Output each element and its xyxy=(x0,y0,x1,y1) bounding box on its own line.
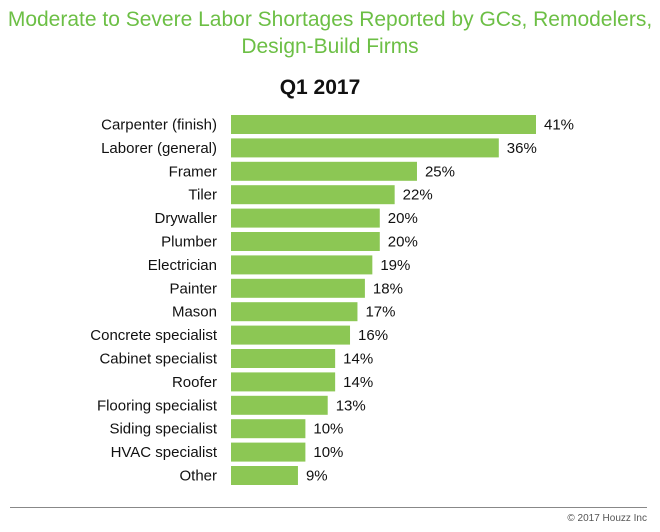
category-label: Tiler xyxy=(188,187,217,204)
bar xyxy=(231,349,336,368)
category-label: Cabinet specialist xyxy=(99,351,217,368)
chart-title: Moderate to Severe Labor Shortages Repor… xyxy=(7,8,653,58)
category-label: Drywaller xyxy=(154,210,217,227)
bar xyxy=(231,466,298,485)
data-label: 20% xyxy=(388,234,418,251)
category-label: Painter xyxy=(169,280,217,297)
bar xyxy=(231,255,373,275)
category-label: Roofer xyxy=(172,374,217,391)
data-label: 9% xyxy=(306,468,328,485)
data-label: 13% xyxy=(336,397,366,414)
category-label: HVAC specialist xyxy=(111,444,218,461)
category-label: Carpenter (finish) xyxy=(101,117,217,134)
category-label: Flooring specialist xyxy=(97,397,218,414)
category-label: Concrete specialist xyxy=(90,327,218,344)
category-label: Laborer (general) xyxy=(101,140,217,157)
bar xyxy=(231,161,417,181)
data-label: 10% xyxy=(313,421,343,438)
bar xyxy=(231,138,499,158)
data-label: 10% xyxy=(313,444,343,461)
data-label: 19% xyxy=(380,257,410,274)
data-label: 22% xyxy=(403,187,433,204)
data-label: 41% xyxy=(544,117,574,134)
data-label: 16% xyxy=(358,327,388,344)
category-label: Plumber xyxy=(161,234,217,251)
bar xyxy=(231,419,306,439)
data-label: 14% xyxy=(343,374,373,391)
category-label: Other xyxy=(179,468,217,485)
category-label: Mason xyxy=(172,304,217,321)
data-label: 25% xyxy=(425,163,455,180)
category-label: Siding specialist xyxy=(109,421,217,438)
footer-divider xyxy=(10,507,647,508)
bar xyxy=(231,395,328,415)
data-label: 18% xyxy=(373,280,403,297)
data-label: 36% xyxy=(507,140,537,157)
bar xyxy=(231,115,536,134)
bar xyxy=(231,232,380,251)
bar xyxy=(231,208,380,228)
category-label: Framer xyxy=(169,163,217,180)
data-label: 20% xyxy=(388,210,418,227)
bar xyxy=(231,372,336,392)
data-label: 17% xyxy=(365,304,395,321)
data-label: 14% xyxy=(343,351,373,368)
bar xyxy=(231,325,351,345)
bar xyxy=(231,302,358,322)
copyright: © 2017 Houzz Inc xyxy=(567,513,647,524)
bar xyxy=(231,278,365,298)
bar xyxy=(231,185,395,205)
category-label: Electrician xyxy=(148,257,217,274)
chart-subtitle: Q1 2017 xyxy=(279,76,361,99)
bar xyxy=(231,442,306,462)
